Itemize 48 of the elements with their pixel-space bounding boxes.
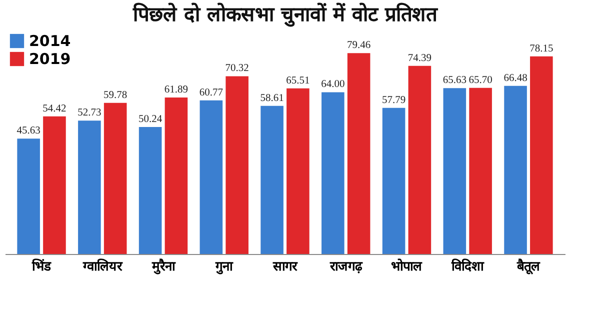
data-label: 58.61 xyxy=(260,92,284,104)
x-tick-label: विदिशा xyxy=(450,258,485,274)
data-label: 45.63 xyxy=(16,126,40,137)
data-label: 50.24 xyxy=(138,114,163,125)
legend-label: 2014 xyxy=(29,32,71,50)
bar xyxy=(347,53,370,254)
bar xyxy=(408,66,432,254)
x-tick-label: राजगढ़ xyxy=(328,260,363,274)
data-label: 61.89 xyxy=(164,84,188,96)
bar xyxy=(322,92,344,254)
bar xyxy=(286,88,310,254)
bar xyxy=(504,86,527,254)
bar xyxy=(200,100,223,254)
data-label: 66.48 xyxy=(504,72,528,84)
x-tick-label: गुना xyxy=(214,260,234,274)
bar xyxy=(17,138,40,254)
data-label: 59.78 xyxy=(104,90,128,101)
data-label: 54.42 xyxy=(42,103,66,114)
bar xyxy=(382,108,406,254)
bar xyxy=(530,56,553,254)
bar xyxy=(164,98,188,254)
data-label: 70.32 xyxy=(225,63,249,74)
x-tick-label: मुरैना xyxy=(150,258,176,274)
data-label: 78.15 xyxy=(530,43,554,54)
x-tick-label: भिंड xyxy=(31,258,52,274)
bar xyxy=(469,88,492,254)
bar xyxy=(78,120,101,254)
bar xyxy=(260,106,284,254)
x-tick-label: सागर xyxy=(272,260,298,274)
data-label: 65.70 xyxy=(468,74,492,86)
data-label: 79.46 xyxy=(347,40,371,52)
data-label: 60.77 xyxy=(199,87,223,98)
bar xyxy=(104,102,127,254)
data-label: 65.51 xyxy=(286,75,310,86)
bar xyxy=(138,126,162,254)
x-tick-label: बैतूल xyxy=(516,258,541,274)
chart-title: पिछले दो लोकसभा चुनावों में वोट प्रतिशत xyxy=(132,2,439,27)
data-label: 57.79 xyxy=(382,94,406,106)
bar xyxy=(43,116,66,254)
bar xyxy=(443,88,466,254)
data-label: 52.73 xyxy=(78,108,102,119)
legend-label: 2019 xyxy=(29,50,71,68)
x-tick-label: भोपाल xyxy=(391,258,424,274)
bar xyxy=(226,76,248,254)
data-label: 65.63 xyxy=(442,75,466,86)
data-label: 64.00 xyxy=(321,79,345,90)
x-tick-label: ग्वालियर xyxy=(82,258,123,274)
data-label: 74.39 xyxy=(408,52,432,64)
